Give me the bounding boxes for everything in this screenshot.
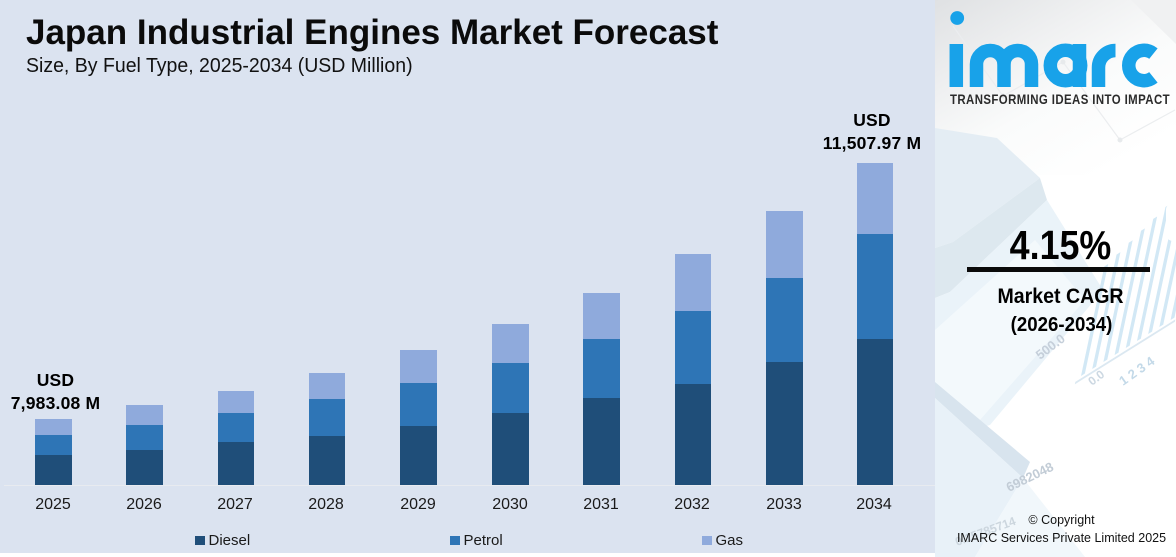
svg-text:0.0: 0.0: [1085, 367, 1107, 388]
svg-text:1 2 3 4: 1 2 3 4: [1116, 353, 1158, 389]
